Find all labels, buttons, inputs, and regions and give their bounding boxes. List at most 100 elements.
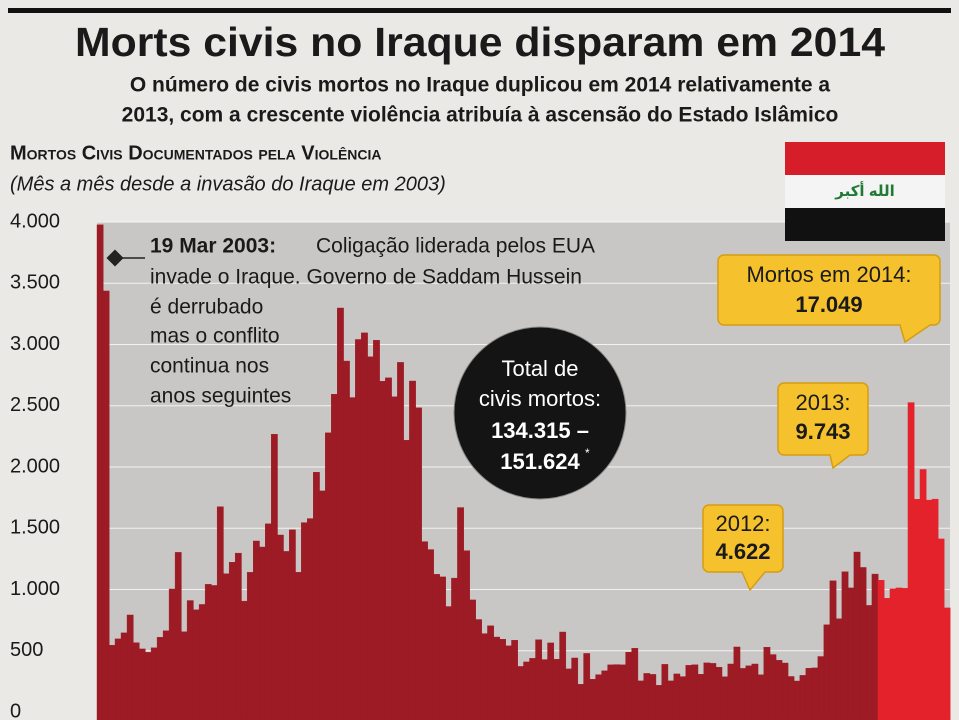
bar <box>685 665 693 720</box>
bar <box>186 600 194 720</box>
bar <box>427 549 434 720</box>
bar <box>733 646 741 720</box>
bar <box>937 538 945 720</box>
bar <box>895 587 903 720</box>
bar <box>607 664 615 720</box>
chart-title: Morts civis no Iraque disparam em 2014 <box>75 19 885 65</box>
bar <box>901 588 909 720</box>
callout <box>702 504 784 592</box>
bar <box>216 506 224 720</box>
bar <box>799 675 807 720</box>
total-circle <box>453 326 627 500</box>
callout-value: 9.743 <box>795 419 850 444</box>
bar <box>673 673 681 720</box>
bar <box>439 576 446 720</box>
bar <box>258 546 266 720</box>
bar <box>337 307 344 720</box>
bar <box>823 624 831 720</box>
bar <box>787 676 795 720</box>
bar <box>331 394 338 720</box>
bar <box>619 664 627 720</box>
bar <box>505 645 512 720</box>
heading: Mortos Civis Documentados pela Violência <box>10 142 382 164</box>
bar <box>859 567 867 720</box>
bar <box>403 439 410 720</box>
annotation-text: Coligação liderada pelos EUA <box>316 235 595 258</box>
bar <box>907 402 915 720</box>
bar <box>841 571 849 720</box>
bar <box>679 676 687 720</box>
bar <box>415 407 422 720</box>
bar <box>132 642 140 720</box>
bar <box>691 664 699 720</box>
bar <box>433 574 440 720</box>
bar <box>721 676 729 720</box>
total-text: Total de <box>501 356 578 381</box>
bar <box>781 662 789 720</box>
bar <box>931 498 939 720</box>
annotation-text: é derrubado <box>150 296 263 319</box>
bar <box>144 652 152 720</box>
bar <box>252 540 260 720</box>
bar <box>234 552 242 720</box>
flag-stripe <box>785 175 945 208</box>
bar <box>475 619 482 720</box>
total-text: civis mortos: <box>479 386 601 411</box>
bar <box>727 663 735 720</box>
bar <box>589 679 597 720</box>
bar <box>643 673 651 720</box>
annotation-text: continua nos <box>150 355 269 378</box>
flag-stripe <box>785 208 945 241</box>
bar <box>499 639 506 720</box>
bar <box>307 518 314 720</box>
bar <box>553 659 561 720</box>
bar <box>397 362 404 720</box>
bar <box>511 640 518 720</box>
y-tick-label: 2.000 <box>10 455 60 477</box>
bar <box>264 523 272 720</box>
bar <box>180 631 188 720</box>
bar <box>835 618 843 720</box>
y-tick-label: 500 <box>10 639 43 661</box>
bar <box>535 639 543 720</box>
y-tick-label: 1.000 <box>10 578 60 600</box>
bar <box>367 356 374 720</box>
bar <box>421 541 428 720</box>
bar <box>637 680 645 720</box>
bar <box>817 656 825 720</box>
bar <box>445 606 452 720</box>
total-value: 134.315 – <box>491 418 589 443</box>
bar <box>715 666 723 720</box>
bar <box>529 658 537 720</box>
bar <box>451 577 458 720</box>
bar <box>295 572 302 720</box>
bar <box>168 588 176 720</box>
bar <box>355 339 362 720</box>
flag: الله أكبر <box>785 142 945 241</box>
bar <box>481 633 488 720</box>
bar <box>913 499 921 720</box>
bar <box>577 684 585 720</box>
bar <box>469 599 476 720</box>
bar <box>373 340 380 720</box>
bar <box>108 645 116 720</box>
annotation-text: anos seguintes <box>150 385 291 408</box>
bar <box>210 585 218 720</box>
bar <box>571 657 579 720</box>
bar <box>192 609 200 720</box>
bar <box>697 674 705 720</box>
bar <box>709 663 717 720</box>
bar <box>391 396 398 720</box>
bar <box>583 653 591 720</box>
bar <box>156 637 164 720</box>
bar <box>126 614 134 720</box>
flag-text: الله أكبر <box>834 181 894 200</box>
bar <box>240 600 248 720</box>
bar <box>102 290 110 720</box>
bar <box>463 550 470 720</box>
bar <box>877 579 885 720</box>
bar <box>493 636 500 720</box>
annotation-date: 19 Mar 2003: <box>150 235 276 258</box>
bar <box>174 552 182 720</box>
